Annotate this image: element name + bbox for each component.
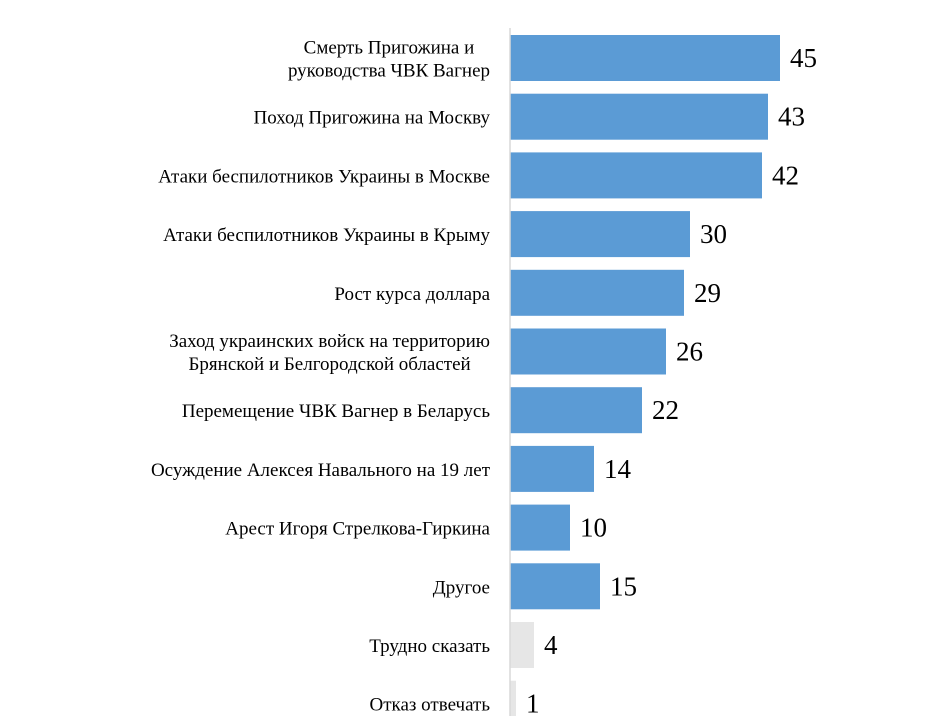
bar <box>510 211 690 258</box>
bar <box>510 152 762 199</box>
category-label: Отказ отвечать <box>370 695 491 716</box>
category-label: Брянской и Белгородской областей <box>189 354 471 375</box>
bar <box>510 35 780 81</box>
bar <box>510 328 666 375</box>
data-label: 1 <box>526 689 540 716</box>
category-label: Осуждение Алексея Навального на 19 лет <box>151 460 491 481</box>
bar <box>510 387 642 434</box>
data-label: 15 <box>610 571 637 601</box>
data-label: 29 <box>694 278 721 308</box>
data-label: 45 <box>790 43 817 73</box>
bar <box>510 445 594 492</box>
category-label: Заход украинских войск на территорию <box>169 331 490 352</box>
data-label: 10 <box>580 513 607 543</box>
category-label: Арест Игоря Стрелкова-Гиркина <box>225 519 490 540</box>
category-label: Поход Пригожина на Москву <box>253 108 490 129</box>
bars-layer <box>510 35 780 716</box>
bar <box>510 622 534 668</box>
category-label: Трудно сказать <box>369 636 490 657</box>
data-label: 26 <box>676 337 703 367</box>
category-label: Атаки беспилотников Украины в Крыму <box>163 225 490 246</box>
category-label: Смерть Пригожина и <box>304 38 475 59</box>
category-label: Рост курса доллара <box>334 284 490 305</box>
data-label: 43 <box>778 102 805 132</box>
category-label: Перемещение ЧВК Вагнер в Беларусь <box>182 401 490 422</box>
bar <box>510 563 600 610</box>
category-label: Атаки беспилотников Украины в Москве <box>158 166 490 187</box>
data-label: 4 <box>544 630 558 660</box>
bar <box>510 93 768 140</box>
bar <box>510 269 684 316</box>
data-label: 22 <box>652 395 679 425</box>
data-label: 42 <box>772 160 799 190</box>
bar <box>510 680 516 716</box>
category-label: руководства ЧВК Вагнер <box>288 61 490 82</box>
data-label: 14 <box>604 454 632 484</box>
data-label: 30 <box>700 219 727 249</box>
category-label: Другое <box>433 577 490 598</box>
bar <box>510 504 570 551</box>
